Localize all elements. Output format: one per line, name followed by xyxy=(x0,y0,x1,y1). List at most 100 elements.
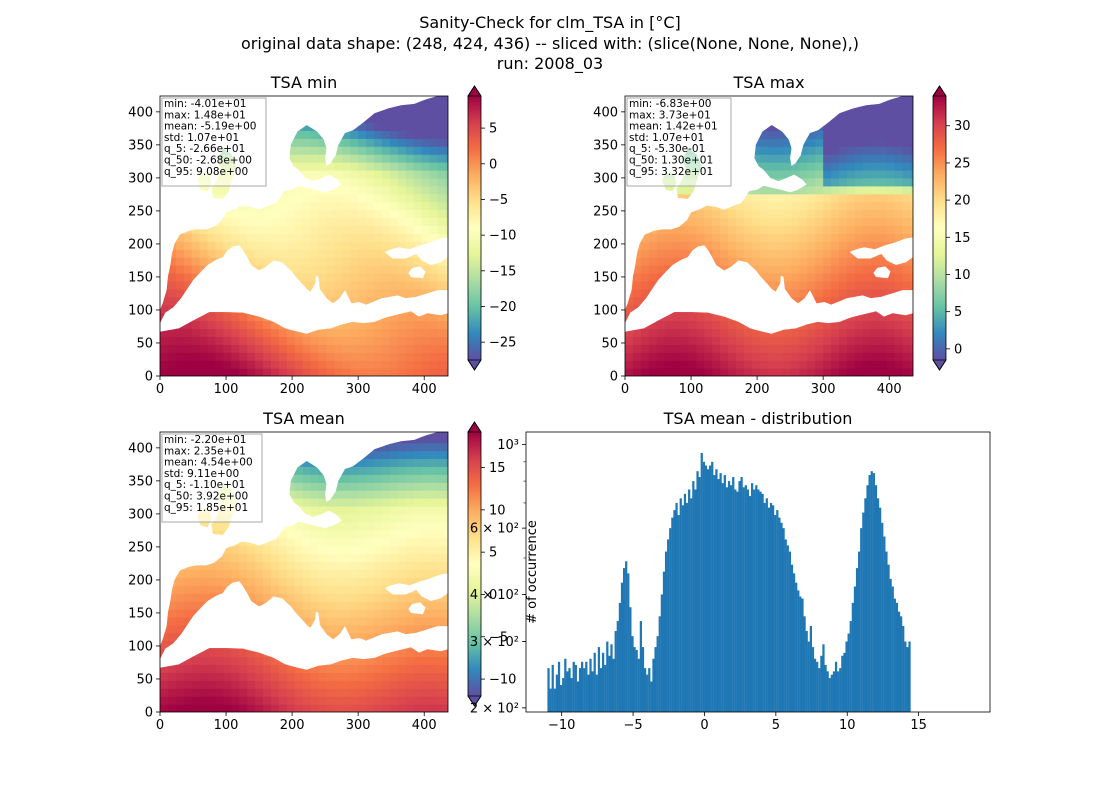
map-title-max: TSA max xyxy=(732,73,804,92)
stats-line: q_50: 1.30e+01 xyxy=(629,155,713,167)
x-tick-label: 300 xyxy=(346,382,371,397)
histogram-bar xyxy=(893,598,896,712)
histogram-bar xyxy=(771,505,775,712)
colorbar-tick-label: −5 xyxy=(489,630,508,645)
histogram-bar xyxy=(876,498,880,712)
y-tick-label: 0 xyxy=(145,370,153,385)
histogram-bar xyxy=(899,616,903,712)
histogram-bar xyxy=(688,489,691,712)
histogram-bar xyxy=(629,607,632,712)
histogram-bar xyxy=(677,515,680,712)
x-tick-label: 300 xyxy=(346,718,371,733)
stats-line: q_95: 9.08e+00 xyxy=(164,166,248,178)
colorbar-outline xyxy=(467,421,482,707)
stats-line: max: 1.48e+01 xyxy=(164,109,246,121)
stats-line: std: 1.07e+01 xyxy=(629,132,704,144)
x-tick-label: 400 xyxy=(877,382,902,397)
histogram-bar xyxy=(721,483,724,712)
histogram-bar xyxy=(874,485,878,712)
histogram-bar xyxy=(891,586,894,712)
x-tick-label: 400 xyxy=(412,382,437,397)
colorbar-tick-label: 20 xyxy=(954,194,971,209)
histogram-bar xyxy=(572,661,575,712)
stats-line: mean: -5.19e+00 xyxy=(164,121,256,133)
x-tick-label: 300 xyxy=(811,382,836,397)
histogram-bar xyxy=(643,668,647,712)
histogram-bar xyxy=(851,602,854,712)
histogram-bar xyxy=(738,481,741,712)
colorbar-extend-max xyxy=(467,421,482,433)
x-tick-label: 200 xyxy=(745,382,770,397)
histogram-bar xyxy=(633,647,636,712)
histogram-bar xyxy=(650,681,653,712)
stats-box xyxy=(161,97,267,187)
y-tick-label: 6 × 10² xyxy=(470,522,519,537)
histogram-bar xyxy=(755,485,758,712)
histogram-bar xyxy=(759,491,762,712)
histogram-bar xyxy=(830,674,833,712)
histogram-bar xyxy=(795,582,798,712)
x-tick-label: −5 xyxy=(623,718,642,733)
x-tick-label: 400 xyxy=(412,718,437,733)
map-water-1 xyxy=(408,266,426,279)
histogram-bar xyxy=(744,485,747,712)
x-tick-label: 15 xyxy=(910,718,927,733)
stats-line: q_50: 3.92e+00 xyxy=(164,491,248,503)
y-tick-label: 300 xyxy=(128,171,153,186)
histogram-bar xyxy=(589,658,592,712)
colorbar-gradient xyxy=(933,96,946,360)
histogram-bar xyxy=(809,625,813,712)
x-tick-label: 0 xyxy=(621,382,629,397)
histogram-bar xyxy=(849,621,852,712)
histogram-axes-frame xyxy=(525,431,991,713)
histogram-panel: TSA mean - distribution −10 −5 0 5 10 15 2 × 10… xyxy=(470,409,991,733)
histogram-bar xyxy=(862,512,865,712)
colorbar-tick-label: 5 xyxy=(954,305,962,320)
y-tick-label: 50 xyxy=(136,672,153,687)
histogram-bar xyxy=(683,493,687,712)
histogram-bar xyxy=(625,561,628,712)
histogram-bar xyxy=(774,515,777,712)
histogram-bar xyxy=(709,465,712,712)
histogram-bar xyxy=(608,655,611,712)
colorbar-tick-label: −25 xyxy=(489,336,516,351)
histogram-bar xyxy=(654,647,657,712)
figure-title-line-2: original data shape: (248, 424, 436) -- … xyxy=(241,33,859,53)
y-tick-label: 150 xyxy=(128,606,153,621)
histogram-bar xyxy=(667,539,670,712)
colorbar-extend-min xyxy=(932,359,947,371)
histogram-bar xyxy=(746,489,750,712)
stats-line: std: 1.07e+01 xyxy=(164,132,239,144)
histogram-bar xyxy=(612,658,615,712)
histogram-title: TSA mean - distribution xyxy=(663,409,853,428)
histogram-bar xyxy=(715,469,718,712)
histogram-bar xyxy=(757,489,760,712)
histogram-bar xyxy=(801,598,804,712)
colorbar-tick-label: 10 xyxy=(954,268,971,283)
histogram-bar xyxy=(562,678,565,712)
histogram-bar xyxy=(662,571,666,712)
colorbar-tick-label: −15 xyxy=(489,264,516,279)
histogram-bar xyxy=(681,505,684,712)
histogram-bar xyxy=(551,664,554,712)
histogram-bar xyxy=(669,528,672,712)
x-tick-label: 0 xyxy=(700,718,708,733)
colorbar-tick-label: 15 xyxy=(489,461,506,476)
histogram-bar xyxy=(557,661,561,712)
y-tick-label: 0 xyxy=(610,370,618,385)
x-tick-label: −10 xyxy=(548,718,575,733)
histogram-bar xyxy=(597,647,601,712)
stats-line: q_5: -2.66e+01 xyxy=(164,143,245,155)
x-tick-label: 5 xyxy=(772,718,780,733)
colorbar-gradient xyxy=(468,432,481,696)
histogram-bar xyxy=(883,536,886,712)
histogram-bar xyxy=(622,568,626,712)
histogram-bar xyxy=(553,688,556,712)
map-title-min: TSA min xyxy=(270,73,337,92)
histogram-bar xyxy=(881,522,884,712)
colorbar-extend-max xyxy=(932,85,947,97)
histogram-bar xyxy=(713,475,716,712)
colorbar-extend-min xyxy=(467,359,482,371)
x-tick-label: 10 xyxy=(839,718,856,733)
